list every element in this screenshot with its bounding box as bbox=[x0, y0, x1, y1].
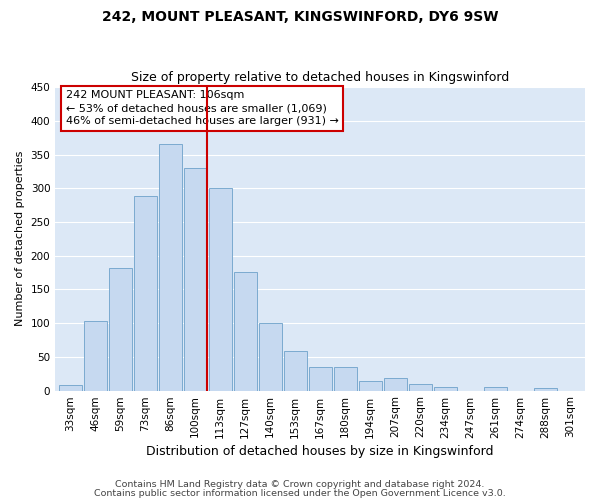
Bar bbox=[259, 323, 281, 390]
Text: 242 MOUNT PLEASANT: 106sqm
← 53% of detached houses are smaller (1,069)
46% of s: 242 MOUNT PLEASANT: 106sqm ← 53% of deta… bbox=[66, 90, 338, 126]
Bar bbox=[308, 367, 332, 390]
Bar bbox=[83, 321, 107, 390]
Bar bbox=[209, 188, 232, 390]
Title: Size of property relative to detached houses in Kingswinford: Size of property relative to detached ho… bbox=[131, 72, 509, 85]
Bar bbox=[59, 385, 82, 390]
Bar bbox=[359, 381, 382, 390]
Bar bbox=[383, 378, 407, 390]
Bar bbox=[284, 352, 307, 391]
Bar bbox=[334, 367, 356, 390]
Text: Contains public sector information licensed under the Open Government Licence v3: Contains public sector information licen… bbox=[94, 488, 506, 498]
Text: Contains HM Land Registry data © Crown copyright and database right 2024.: Contains HM Land Registry data © Crown c… bbox=[115, 480, 485, 489]
Bar bbox=[434, 387, 457, 390]
Y-axis label: Number of detached properties: Number of detached properties bbox=[15, 151, 25, 326]
Bar bbox=[109, 268, 131, 390]
X-axis label: Distribution of detached houses by size in Kingswinford: Distribution of detached houses by size … bbox=[146, 444, 494, 458]
Text: 242, MOUNT PLEASANT, KINGSWINFORD, DY6 9SW: 242, MOUNT PLEASANT, KINGSWINFORD, DY6 9… bbox=[102, 10, 498, 24]
Bar bbox=[233, 272, 257, 390]
Bar bbox=[409, 384, 431, 390]
Bar bbox=[134, 196, 157, 390]
Bar bbox=[184, 168, 206, 390]
Bar bbox=[158, 144, 182, 390]
Bar bbox=[484, 387, 506, 390]
Bar bbox=[533, 388, 557, 390]
